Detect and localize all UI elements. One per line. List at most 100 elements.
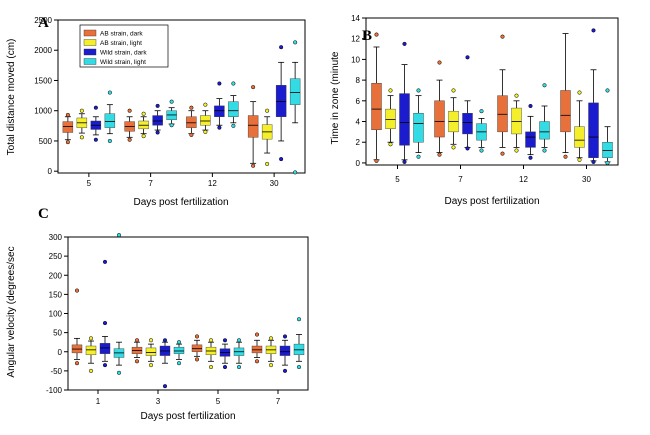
legend-entry: Wild strain, dark [100, 50, 147, 57]
outlier-point [194, 357, 200, 362]
box-body [247, 115, 259, 138]
outlier-point [222, 365, 228, 370]
box-ab_light-12 [200, 102, 211, 134]
box-wild_dark-5 [399, 41, 410, 164]
outlier-point [203, 129, 208, 134]
outlier-point [169, 99, 174, 104]
box-wild_light-30 [602, 88, 613, 165]
box-ab_light-7 [138, 111, 149, 139]
box-body [152, 115, 163, 126]
outlier-point [194, 334, 200, 339]
x-tick-label: 7 [276, 397, 281, 406]
box-wild_dark-3 [159, 338, 171, 389]
box-body [214, 105, 225, 117]
panel-letter: B [362, 28, 372, 44]
x-tick-label: 5 [87, 179, 92, 188]
plot-frame [57, 19, 306, 174]
outlier-point [577, 90, 582, 95]
legend-entry: AB strain, light [100, 40, 142, 47]
y-tick-label: 0 [48, 167, 53, 176]
legend-swatch [83, 29, 97, 37]
box-wild_light-1 [113, 233, 125, 375]
y-tick-label: 0 [356, 159, 361, 168]
outlier-point [65, 140, 70, 145]
box-ab_light-3 [145, 338, 157, 368]
outlier-point [514, 148, 519, 153]
outlier-point [88, 368, 94, 373]
outlier-point [88, 336, 94, 341]
y-tick-label: -50 [50, 367, 62, 376]
x-tick-label: 1 [96, 397, 101, 406]
x-axis-label: Days post fertilization [140, 411, 235, 422]
legend-swatch [83, 48, 97, 56]
panel-letter: A [38, 15, 49, 31]
outlier-point [251, 85, 256, 90]
y-axis-label: Total distance moved (cm) [6, 39, 17, 156]
y-tick-label: 2000 [34, 46, 52, 55]
box-ab_dark-1 [71, 288, 83, 366]
outlier-point [282, 334, 288, 339]
box-ab_light-5 [385, 88, 396, 147]
y-tick-label: 200 [49, 271, 63, 280]
outlier-point [176, 340, 182, 345]
outlier-point [155, 103, 160, 108]
box-body [99, 343, 111, 354]
box-ab_light-30 [574, 90, 585, 162]
outlier-point [542, 148, 547, 153]
box-ab_dark-12 [186, 105, 197, 137]
outlier-point [217, 125, 222, 130]
outlier-point [279, 157, 284, 162]
legend-entry: AB strain, dark [100, 31, 143, 38]
outlier-point [107, 138, 112, 143]
outlier-point [176, 361, 182, 366]
outlier-point [102, 321, 108, 326]
outlier-point [127, 108, 132, 113]
box-wild_light-7 [166, 99, 177, 128]
x-tick-label: 5 [395, 175, 400, 184]
outlier-point [296, 365, 302, 370]
box-body [588, 102, 599, 158]
outlier-point [116, 370, 122, 375]
outlier-point [134, 338, 140, 343]
x-tick-label: 12 [208, 179, 217, 188]
y-tick-label: 50 [53, 329, 62, 338]
outlier-point [514, 93, 519, 98]
box-body [434, 100, 445, 138]
box-wild_light-7 [293, 317, 305, 370]
box-body [279, 345, 291, 356]
y-tick-label: 2500 [34, 16, 52, 25]
outlier-point [116, 233, 122, 238]
plot-frame [67, 236, 309, 391]
legend-swatch [83, 39, 97, 46]
outlier-point [208, 338, 214, 343]
box-wild_light-5 [413, 88, 424, 159]
outlier-point [74, 288, 80, 293]
box-ab_dark-7 [124, 108, 135, 142]
outlier-point [251, 163, 256, 168]
outlier-point [102, 259, 108, 264]
box-body [574, 126, 585, 148]
outlier-point [416, 88, 421, 93]
outlier-point [591, 28, 596, 33]
box-ab_dark-7 [251, 332, 263, 364]
outlier-point [388, 142, 393, 147]
box-ab_dark-5 [62, 112, 74, 145]
outlier-point [605, 88, 610, 93]
legend-entry: Wild strain, light [100, 59, 146, 66]
box-ab_light-7 [448, 88, 459, 150]
chart-panel-a: A 0 500 1000 1500 2000 2500 5 7 12 30 Days post fer… [6, 15, 306, 208]
box-ab_light-5 [76, 108, 88, 140]
box-ab_dark-30 [560, 33, 571, 159]
y-tick-label: 4 [356, 118, 361, 127]
outlier-point [402, 159, 407, 164]
outlier-point [107, 90, 112, 95]
outlier-point [189, 105, 194, 110]
outlier-point [141, 134, 146, 139]
box-wild_light-7 [476, 109, 487, 153]
box-ab_dark-7 [434, 60, 445, 157]
box-wild_dark-30 [588, 28, 599, 164]
x-axis-label: Days post fertilization [133, 197, 228, 208]
box-wild_dark-5 [219, 338, 231, 370]
outlier-point [577, 157, 582, 162]
box-body [173, 346, 185, 354]
